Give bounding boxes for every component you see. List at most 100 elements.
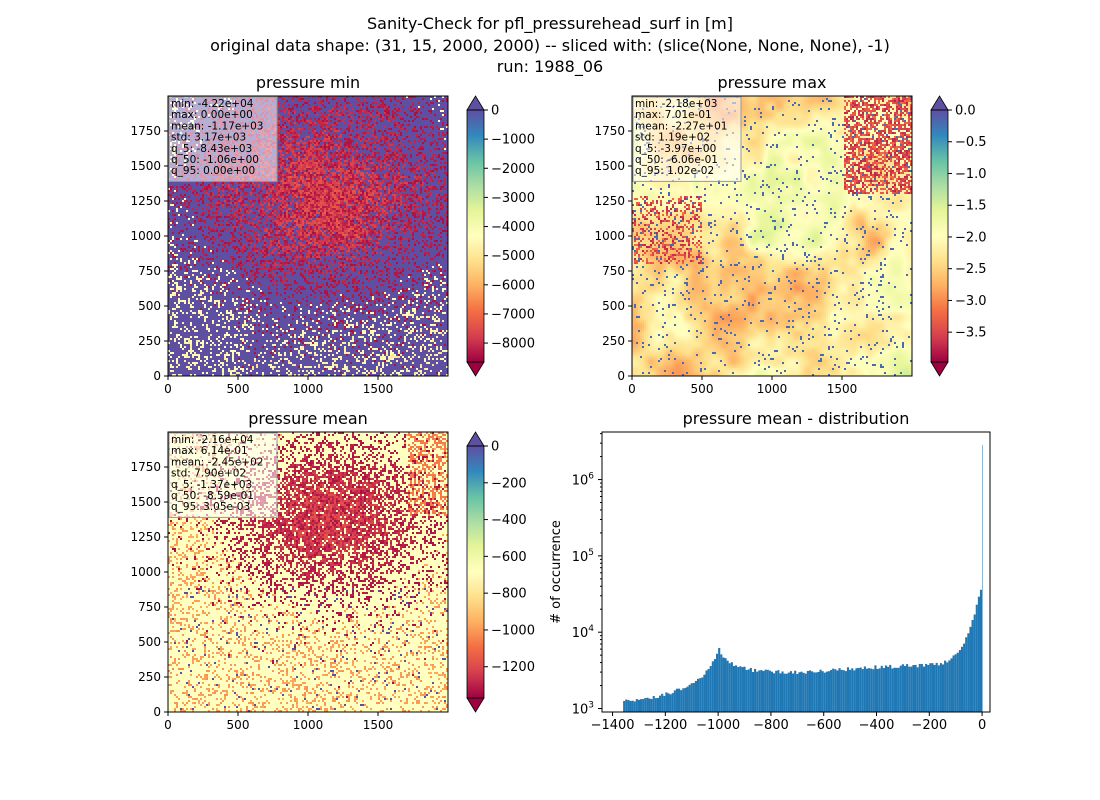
histogram-bar [901,664,904,712]
histogram-bar [960,646,964,712]
histogram-bar [815,672,818,712]
stats-line: std: 1.19e+02 [635,132,710,144]
histogram-bar [711,661,714,712]
histogram-bar [952,655,955,712]
histogram-bar [933,664,936,712]
histogram-bar [861,669,864,712]
axes-frame [601,431,991,713]
histogram-bar [876,668,879,712]
stats-line: mean: -2.27e+01 [635,120,727,132]
histogram-bar [868,668,871,712]
histogram-bar [895,667,898,712]
histogram-bar [680,690,683,712]
colorbar-gradient [467,446,484,698]
histogram-bar [971,620,974,712]
histogram-bar [931,663,934,712]
x-tick-label: 1500 [827,382,858,396]
stats-line: q_95: 0.00e+00 [171,165,255,177]
histogram-bar [701,677,704,712]
histogram-bar [914,664,917,712]
histogram-bar [922,666,926,712]
stats-line: max: 6.14e-01 [171,445,248,457]
histogram-bar [783,673,786,712]
y-tick-label: 0 [153,705,161,719]
histogram-bar [688,684,691,712]
x-tick-label: 1000 [293,382,324,396]
histogram-bar [682,688,685,712]
histogram-bar [678,688,681,712]
colorbar-tick-label: −3.5 [955,326,987,341]
colorbar-tick-label: −200 [491,476,527,491]
stats-line: mean: -1.17e+03 [171,120,263,132]
histogram-bar [967,633,970,712]
colorbar-tick-label: −3.0 [955,294,987,309]
y-tick-label: 750 [138,264,161,278]
histogram-bar [865,668,869,712]
stats-line: max: 0.00e+00 [171,109,253,121]
histogram-bar [925,663,928,712]
colorbar-tick-label: −0.5 [955,135,987,150]
histogram-bar [762,671,765,712]
histogram-bar [863,666,866,712]
histogram-bar [855,668,858,712]
y-tick-label: 250 [602,334,625,348]
stats-line: q_50: -1.06e+00 [171,154,259,166]
histogram-bar [977,596,980,712]
histogram-bar [644,698,647,712]
histogram-bar [796,673,799,712]
histogram-bar [946,662,949,712]
colorbar-tick-label: −8000 [491,337,535,352]
histogram-bar [851,668,854,712]
histogram-bar [982,444,983,712]
histogram-bar [897,667,900,712]
histogram-bar [844,671,847,712]
colorbar-extend-top [466,95,485,111]
histogram-bar [694,680,698,712]
figure-title-line-1: Sanity-Check for pfl_pressurehead_surf i… [367,14,733,34]
y-axis-label: # of occurrence [549,520,564,624]
histogram-bar [635,699,638,712]
histogram-bar [747,669,750,712]
histogram-bar [669,694,672,712]
histogram-bar [832,668,835,712]
colorbar-frame [466,109,485,363]
histogram-bar [739,666,742,712]
histogram-bar [751,672,755,712]
histogram-bar [891,668,894,712]
stats-line: mean: -2.45e+02 [171,456,263,468]
histogram-bar [908,666,911,712]
colorbar-tick-label: −2.0 [955,230,987,245]
histogram-bar [836,670,839,712]
histogram-bar [800,671,803,712]
y-tick-label: 1000 [594,229,625,243]
histogram-bar [785,673,788,712]
histogram-bar [705,670,708,712]
colorbar-tick-label: −3000 [491,191,535,206]
y-tick-label: 1750 [594,124,625,138]
histogram-bar [939,663,942,712]
x-tick-label: −400 [859,718,895,733]
colorbar-tick-label: −1000 [491,133,535,148]
histogram-bar [684,687,687,712]
histogram-bar [781,671,784,712]
histogram-bar [808,670,812,712]
histogram-bar [944,660,947,712]
histogram-bar [640,699,643,712]
histogram-bar [627,699,630,712]
histogram-bar [834,669,837,712]
y-tick-label: 750 [138,600,161,614]
histogram-bar [935,662,938,712]
histogram-bar [656,697,660,712]
histogram-bar [838,668,841,712]
histogram-bar [842,670,845,712]
histogram-bar [880,665,883,712]
stats-line: min: -2.16e+04 [171,434,254,446]
histogram-bar [910,666,913,712]
histogram-bar [732,666,736,712]
panel-title: pressure mean [248,409,368,428]
x-tick-label: 0 [164,718,172,732]
histogram-bar [950,658,953,712]
histogram-bar [646,697,649,712]
histogram-bar [665,692,668,712]
stats-box [168,96,278,182]
